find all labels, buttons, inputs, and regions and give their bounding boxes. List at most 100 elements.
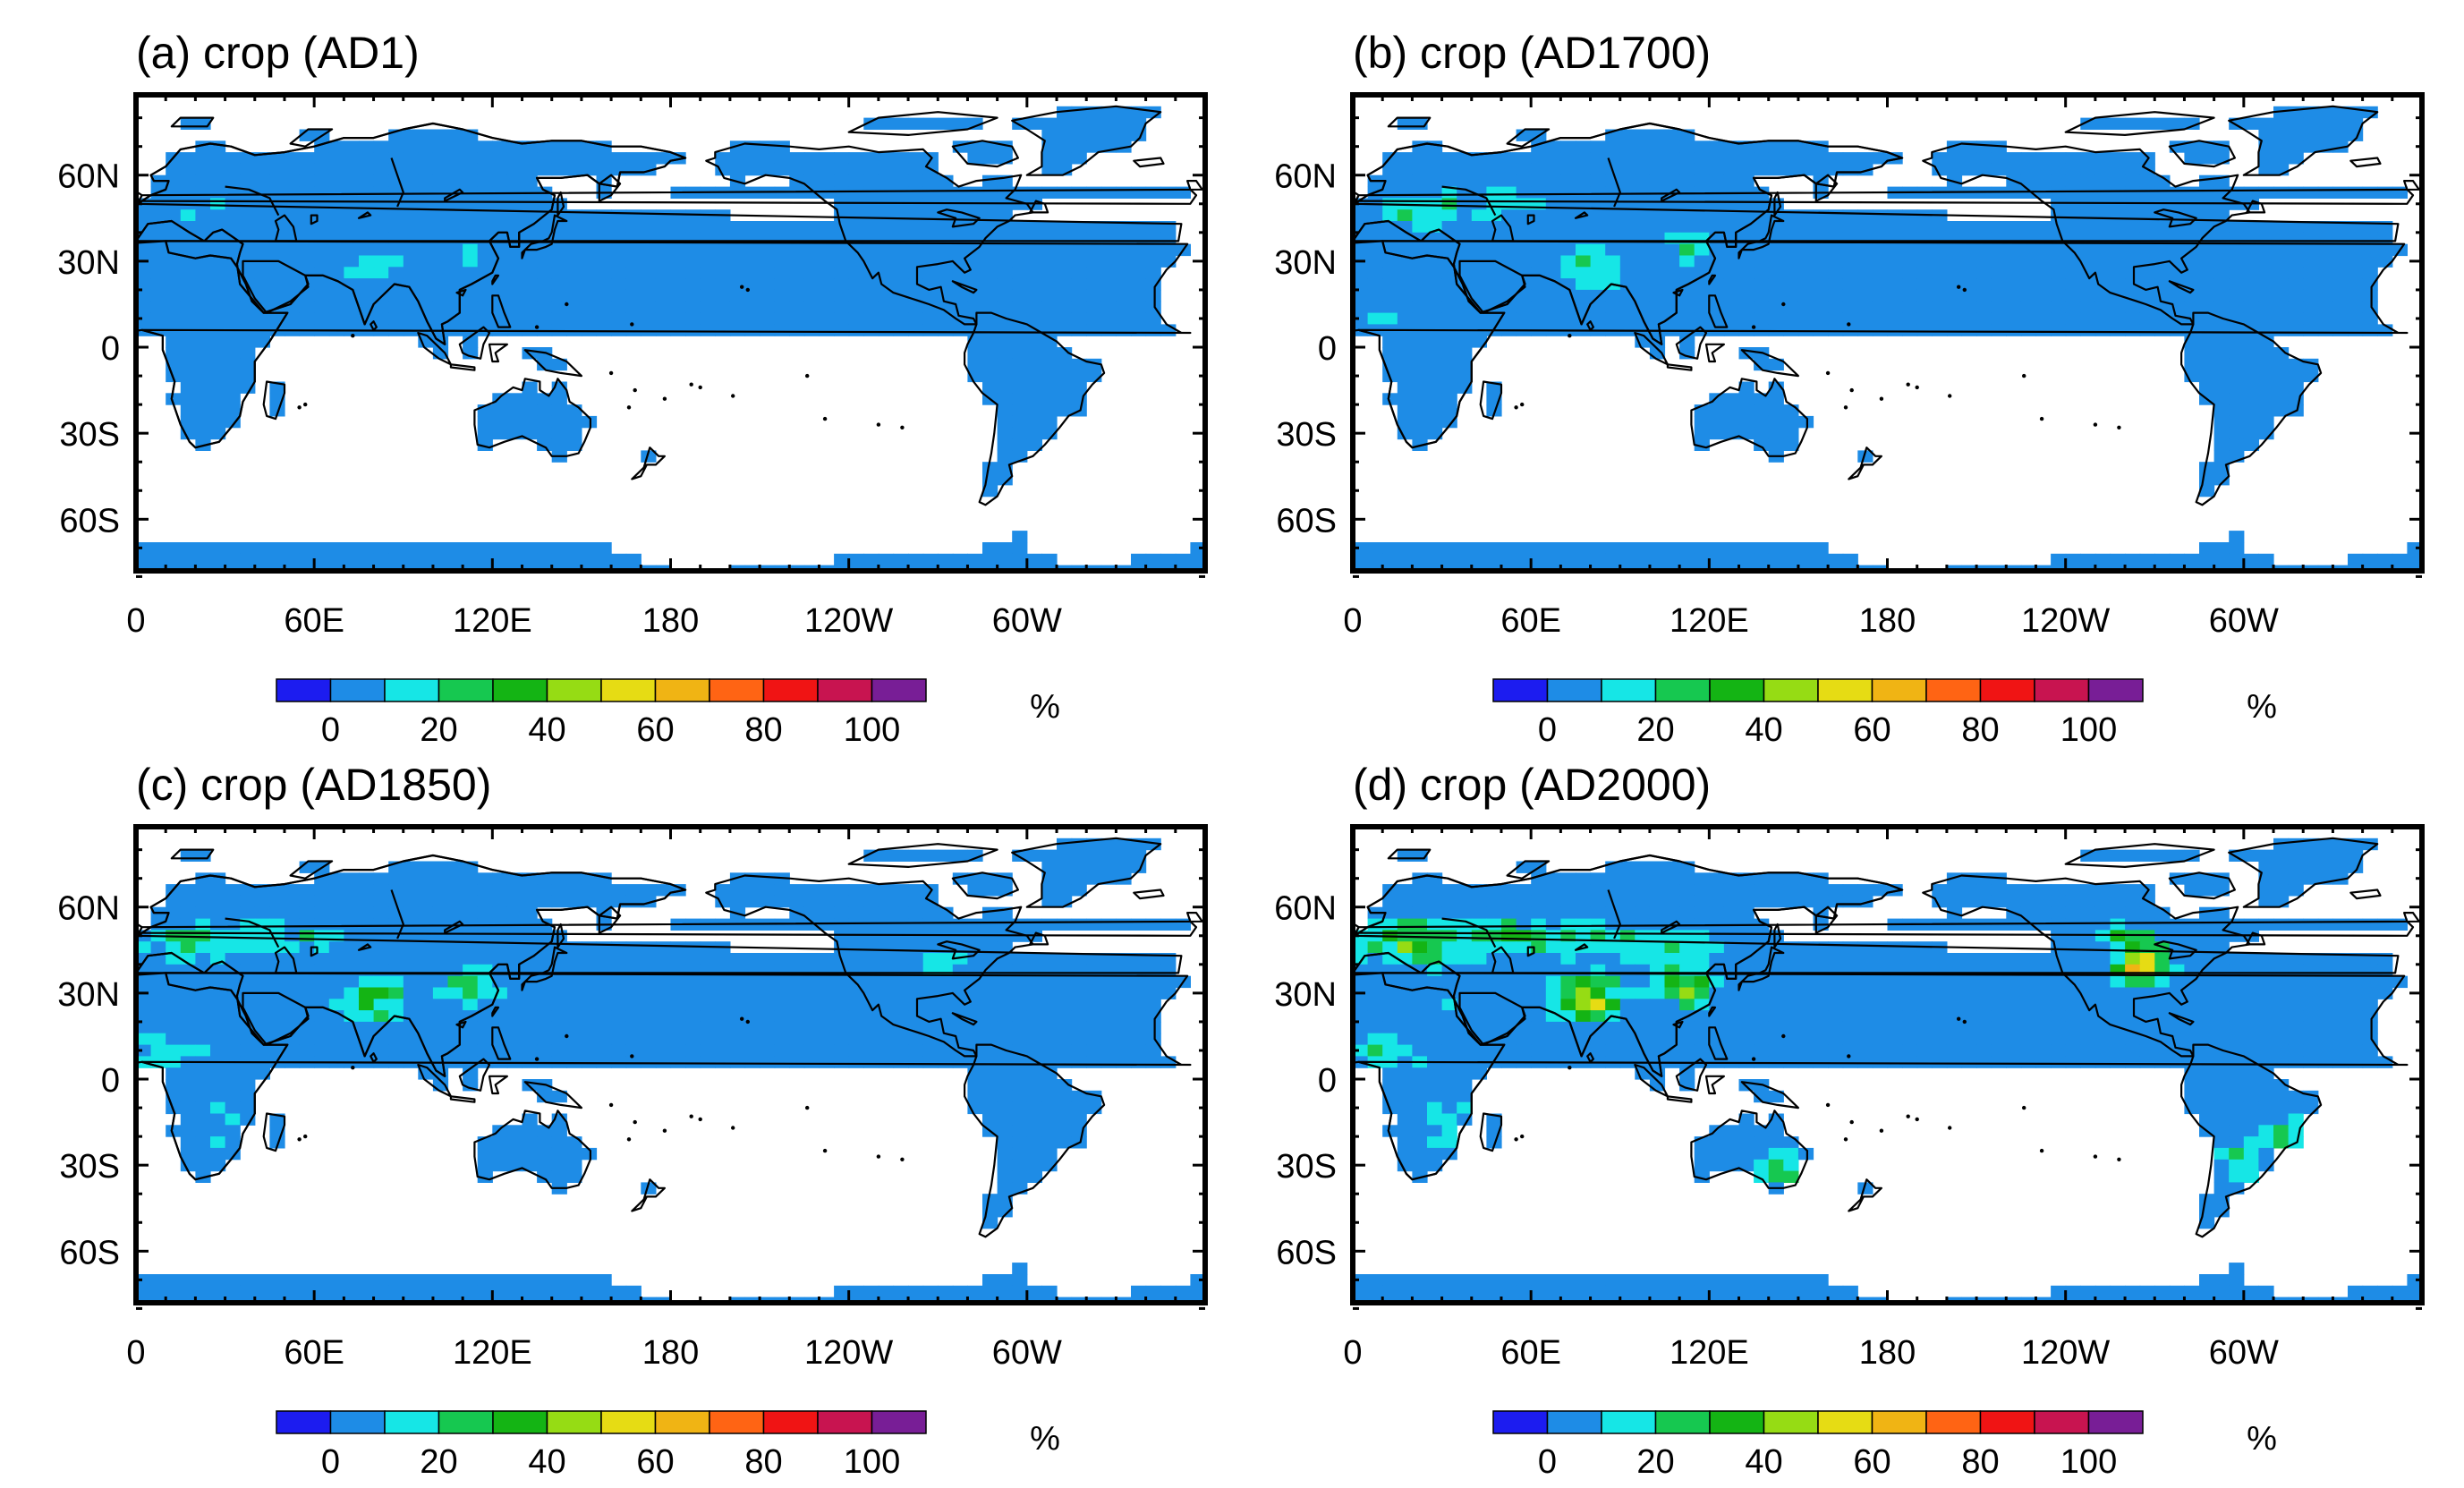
crop-cell — [803, 1010, 820, 1023]
crop-cell — [1057, 186, 1073, 199]
crop-cell — [2184, 312, 2200, 325]
crop-cell — [655, 289, 672, 302]
crop-cell — [1664, 174, 1680, 188]
crop-cell — [344, 599, 359, 611]
crop-cell — [997, 243, 1013, 257]
crop-cell — [730, 588, 745, 599]
crop-cell — [938, 243, 954, 257]
crop-cell — [2273, 324, 2290, 336]
crop-cell — [1012, 987, 1028, 999]
crop-cell — [328, 1044, 344, 1057]
crop-cell — [403, 267, 419, 279]
crop-cell — [447, 1010, 463, 1023]
crop-cell — [492, 1010, 508, 1023]
crop-cell — [863, 941, 879, 954]
crop-cell — [433, 1320, 448, 1331]
crop-cell — [700, 1056, 716, 1068]
crop-cell — [1842, 255, 1858, 268]
crop-cell — [1116, 278, 1132, 291]
crop-cell — [2288, 186, 2304, 199]
crop-cell — [938, 312, 954, 325]
crop-cell — [210, 404, 226, 417]
crop-cell — [195, 1159, 211, 1172]
crop-cell — [1457, 152, 1473, 165]
crop-cell — [641, 999, 657, 1011]
lon-tick-label: 60W — [2209, 602, 2279, 640]
crop-cell — [2199, 267, 2215, 279]
crop-cell — [1783, 278, 1799, 291]
crop-cell — [254, 289, 270, 302]
crop-cell — [477, 267, 493, 279]
crop-cell — [582, 1320, 597, 1331]
crop-cell — [967, 1285, 983, 1298]
crop-cell — [269, 1297, 285, 1303]
crop-cell — [403, 884, 419, 897]
crop-cell — [2154, 255, 2171, 268]
crop-cell — [1397, 358, 1413, 371]
crop-cell — [136, 975, 152, 989]
crop-cell — [760, 1044, 776, 1057]
crop-cell — [967, 1297, 983, 1303]
crop-cell — [908, 576, 923, 588]
crop-cell — [151, 588, 166, 599]
crop-cell — [2065, 209, 2081, 222]
crop-cell — [1798, 588, 1814, 599]
crop-cell — [2288, 301, 2304, 314]
crop-cell — [1932, 243, 1948, 257]
crop-cell — [834, 553, 850, 566]
crop-cell — [2303, 588, 2318, 599]
colorbar-tick-label: 20 — [420, 1443, 457, 1481]
crop-cell — [2066, 588, 2081, 599]
crop-cell — [180, 1274, 196, 1287]
crop-cell — [863, 1056, 879, 1068]
crop-cell — [552, 1331, 567, 1343]
crop-cell — [819, 1056, 835, 1068]
crop-cell — [1131, 987, 1147, 999]
crop-cell — [1012, 1159, 1028, 1172]
crop-cell — [566, 884, 582, 897]
crop-cell — [566, 872, 582, 885]
crop-cell — [2051, 198, 2067, 210]
crop-cell — [715, 1021, 731, 1034]
crop-cell — [1605, 553, 1621, 566]
crop-cell — [863, 152, 879, 165]
crop-cell — [418, 1320, 433, 1331]
crop-cell — [834, 1056, 850, 1068]
crop-cell — [848, 289, 864, 302]
crop-cell — [522, 312, 538, 325]
crop-cell — [2317, 232, 2333, 245]
crop-cell — [760, 576, 775, 588]
crop-cell — [210, 301, 226, 314]
crop-cell — [166, 918, 182, 931]
crop-cell — [908, 186, 924, 199]
crop-cell — [1041, 872, 1058, 885]
crop-cell — [789, 152, 805, 165]
crop-cell — [1397, 163, 1413, 176]
crop-cell — [447, 209, 463, 222]
crop-cell — [848, 930, 864, 942]
crop-cell — [596, 312, 612, 325]
crop-cell — [344, 312, 360, 325]
crop-cell — [166, 267, 182, 279]
crop-cell — [789, 599, 804, 611]
crop-cell — [492, 553, 508, 566]
crop-cell — [359, 289, 375, 302]
crop-cell — [2362, 553, 2378, 566]
crop-cell — [1412, 404, 1428, 417]
crop-cell — [269, 1285, 285, 1298]
crop-cell — [1576, 243, 1592, 257]
crop-cell — [848, 1021, 864, 1034]
crop-cell — [625, 1056, 641, 1068]
crop-cell — [566, 438, 582, 451]
crop-cell — [2363, 599, 2378, 611]
crop-cell — [596, 941, 612, 954]
crop-cell — [804, 588, 820, 599]
crop-cell — [373, 895, 389, 908]
crop-cell — [611, 1320, 626, 1331]
crop-cell — [1012, 1079, 1028, 1092]
crop-cell — [834, 267, 850, 279]
crop-cell — [1738, 209, 1755, 222]
crop-cell — [537, 565, 553, 571]
crop-cell — [136, 1044, 152, 1057]
crop-cell — [2110, 243, 2126, 257]
